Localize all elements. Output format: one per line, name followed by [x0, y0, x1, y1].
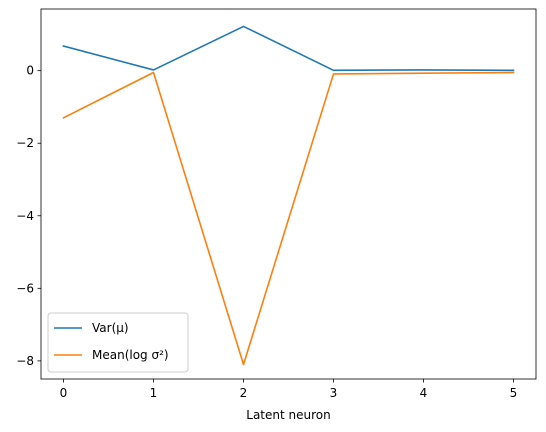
x-tick-label: 4: [420, 386, 428, 400]
y-tick-label: −2: [16, 136, 34, 150]
x-axis-label: Latent neuron: [246, 408, 330, 422]
x-tick-label: 2: [240, 386, 248, 400]
y-tick-label: −8: [16, 354, 34, 368]
x-tick-label: 3: [330, 386, 338, 400]
legend: Var(μ) Mean(log σ²): [47, 312, 189, 373]
y-axis: 0 −2 −4 −6 −8: [16, 64, 41, 368]
x-tick-label: 0: [60, 386, 68, 400]
plot-frame: [40, 8, 537, 380]
legend-box: [47, 312, 189, 373]
y-tick-label: 0: [26, 64, 34, 78]
plot-lines: [62, 25, 515, 366]
legend-label-mean-log-sigma: Mean(log σ²): [92, 348, 169, 362]
x-tick-label: 5: [510, 386, 518, 400]
y-tick-label: −6: [16, 281, 34, 295]
series-line-1: [62, 71, 515, 366]
x-tick-label: 1: [150, 386, 158, 400]
x-axis: 0 1 2 3 4 5: [60, 379, 518, 400]
legend-label-var-mu: Var(μ): [92, 321, 129, 335]
series-line-0: [62, 25, 515, 72]
y-tick-label: −4: [16, 209, 34, 223]
